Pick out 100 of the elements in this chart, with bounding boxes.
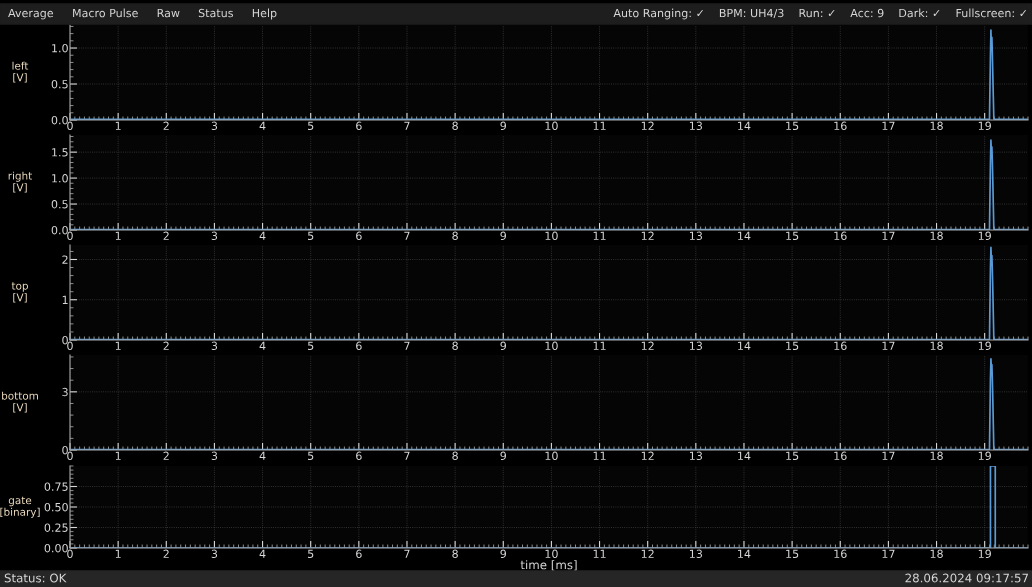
x-tick-label: 16 xyxy=(834,341,847,350)
x-tick-label: 11 xyxy=(593,549,606,558)
x-tick-label: 4 xyxy=(259,341,266,350)
x-tick-label: 18 xyxy=(930,549,943,558)
x-tick-label: 1 xyxy=(115,549,121,558)
x-tick-label: 11 xyxy=(593,231,606,240)
x-tick-label: 4 xyxy=(259,451,266,460)
x-tick-label: 11 xyxy=(593,121,606,130)
y-tick-label: 1 xyxy=(62,295,68,304)
x-tick-label: 15 xyxy=(786,451,799,460)
x-tick-label: 8 xyxy=(452,231,458,240)
x-tick-label: 18 xyxy=(930,451,943,460)
x-tick-label: 19 xyxy=(978,231,991,240)
x-tick-label: 12 xyxy=(641,121,654,130)
y-tick-label: 1.0 xyxy=(52,174,68,183)
x-tick-label: 19 xyxy=(978,451,991,460)
text: 28.06.2024 09:17:57 xyxy=(905,573,1028,583)
x-tick-label: 1 xyxy=(115,121,121,130)
x-tick-label: 17 xyxy=(882,121,895,130)
y-tick-label: 1.5 xyxy=(52,148,68,157)
text: Macro Pulse xyxy=(73,8,138,18)
x-tick-label: 13 xyxy=(689,341,703,350)
x-tick-label: 5 xyxy=(308,231,314,240)
x-tick-label: 9 xyxy=(500,121,507,130)
y-tick-label: 0.5 xyxy=(51,79,68,89)
x-tick-label: 16 xyxy=(834,231,847,240)
x-tick-label: 8 xyxy=(452,341,458,350)
x-tick-label: 16 xyxy=(834,451,847,460)
text: Raw xyxy=(157,8,180,18)
x-tick-label: 6 xyxy=(356,341,362,350)
text: Help xyxy=(252,8,277,20)
x-tick-label: 13 xyxy=(689,451,703,460)
x-tick-label: 2 xyxy=(163,451,169,460)
x-tick-label: 5 xyxy=(308,549,314,558)
x-tick-label: 5 xyxy=(308,451,314,460)
x-tick-label: 7 xyxy=(404,341,410,350)
y-axis-title: bottom [V] xyxy=(2,391,38,413)
x-tick-label: 6 xyxy=(356,451,362,460)
x-tick-label: 7 xyxy=(404,121,410,130)
text: Acc: 9 xyxy=(850,8,884,18)
y-tick-label: 2 xyxy=(62,255,68,264)
x-tick-label: 10 xyxy=(545,341,558,350)
y-tick-label: 1.0 xyxy=(52,44,68,53)
x-tick-label: 17 xyxy=(882,231,895,240)
y-tick-label: 0.25 xyxy=(44,523,68,532)
x-tick-label: 3 xyxy=(211,549,218,558)
x-tick-label: 12 xyxy=(641,549,654,558)
x-tick-label: 7 xyxy=(404,451,410,460)
x-tick-label: 2 xyxy=(163,549,169,558)
y-axis-title: top [V] xyxy=(11,282,28,303)
y-tick-label: 0.5 xyxy=(51,200,68,209)
x-tick-label: 6 xyxy=(356,231,362,240)
x-tick-label: 3 xyxy=(211,121,218,130)
x-tick-label: 1 xyxy=(115,231,121,240)
x-tick-label: 18 xyxy=(930,341,943,350)
y-tick-label: 3 xyxy=(62,387,68,397)
y-tick-label: 0.0 xyxy=(51,115,68,125)
x-tick-label: 14 xyxy=(738,451,751,460)
x-tick-label: 5 xyxy=(308,121,314,130)
text: Fullscreen: ✓ xyxy=(956,8,1027,18)
x-tick-label: 19 xyxy=(978,121,991,130)
x-tick-label: 3 xyxy=(211,451,218,460)
x-tick-label: 4 xyxy=(259,231,266,240)
x-tick-label: 19 xyxy=(978,549,991,558)
x-tick-label: 3 xyxy=(211,341,218,350)
x-tick-label: 12 xyxy=(641,451,654,460)
x-tick-label: 10 xyxy=(545,231,558,240)
x-tick-label: 19 xyxy=(978,341,991,350)
x-tick-label: 9 xyxy=(500,231,507,240)
x-tick-label: 15 xyxy=(786,341,799,350)
x-tick-label: 14 xyxy=(738,549,751,558)
y-axis-title: left [V] xyxy=(12,61,29,83)
x-tick-label: 14 xyxy=(738,231,751,240)
x-tick-label: 7 xyxy=(404,549,410,558)
x-tick-label: 1 xyxy=(115,451,121,460)
x-tick-label: 9 xyxy=(500,451,507,460)
x-axis-title: time [ms] xyxy=(520,560,577,571)
x-tick-label: 16 xyxy=(834,549,847,558)
x-tick-label: 8 xyxy=(452,549,458,558)
text: Run: ✓ xyxy=(799,8,835,18)
x-tick-label: 1 xyxy=(115,341,121,350)
x-tick-label: 12 xyxy=(641,341,654,350)
x-tick-label: 14 xyxy=(738,121,751,130)
x-tick-label: 18 xyxy=(930,231,943,240)
text: Auto Ranging: ✓ xyxy=(613,8,703,20)
x-tick-label: 15 xyxy=(786,549,799,558)
x-tick-label: 2 xyxy=(163,121,169,130)
x-tick-label: 14 xyxy=(738,341,751,350)
x-tick-label: 11 xyxy=(593,341,606,350)
y-tick-label: 0.50 xyxy=(44,502,68,512)
x-tick-label: 9 xyxy=(500,549,507,558)
x-tick-label: 17 xyxy=(882,341,895,350)
x-tick-label: 3 xyxy=(211,231,218,240)
x-tick-label: 2 xyxy=(163,341,169,350)
x-tick-label: 12 xyxy=(641,231,654,240)
x-tick-label: 13 xyxy=(689,549,703,558)
y-axis-title: right [V] xyxy=(8,171,32,193)
x-tick-label: 17 xyxy=(882,451,895,460)
x-tick-label: 10 xyxy=(545,121,558,130)
x-tick-label: 15 xyxy=(786,231,799,240)
